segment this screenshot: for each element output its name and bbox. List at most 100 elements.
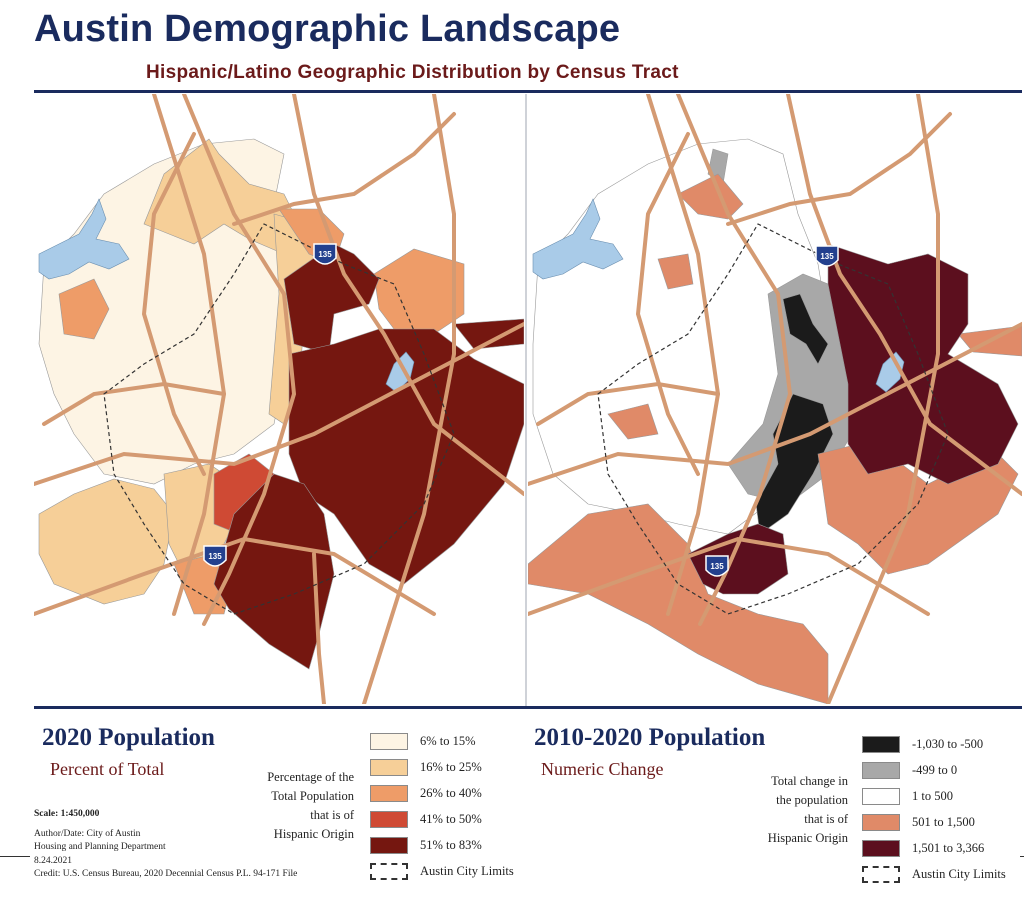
- page-subtitle: Hispanic/Latino Geographic Distribution …: [146, 62, 679, 83]
- shield-number: 135: [820, 252, 834, 261]
- road-us290: [528, 322, 1022, 486]
- road-loop360: [635, 132, 700, 476]
- road-sh71: [528, 536, 930, 616]
- legend-swatch: [862, 839, 900, 857]
- tract-region-26-40-west: [58, 278, 110, 340]
- road-parmer: [726, 112, 952, 226]
- legend-item: 41% to 50%: [370, 806, 514, 832]
- date-text: 8.24.2021: [34, 855, 72, 866]
- tract-layer: [38, 138, 524, 670]
- legend-item: -499 to 0: [862, 757, 1006, 783]
- legend-swatch: [370, 758, 408, 776]
- shield-number: 135: [208, 552, 222, 561]
- highway-shield: 135: [203, 545, 227, 567]
- tract-region-51-83-east-arm: [453, 318, 524, 350]
- map-divider: [525, 94, 527, 706]
- map-numeric-change: 135 135: [528, 94, 1022, 704]
- legend-label: 1 to 500: [912, 788, 953, 803]
- lake-travis: [38, 198, 130, 280]
- road-us183: [786, 94, 1022, 496]
- road-sh71: [34, 536, 436, 616]
- footer-rule: [34, 706, 1022, 709]
- footer-tick: [0, 856, 30, 857]
- author-line: Housing and Planning Department: [34, 842, 166, 852]
- right-desc-line: the population: [776, 793, 848, 807]
- left-panel-subtitle: Percent of Total: [50, 759, 165, 779]
- road-network: [34, 94, 524, 704]
- left-desc-line: Total Population: [271, 789, 354, 803]
- legend-item: Austin City Limits: [862, 861, 1006, 887]
- city-limits-outline: [103, 223, 455, 615]
- road-us183: [292, 94, 524, 496]
- left-desc-line: Percentage of the: [267, 770, 354, 784]
- highway-shield: 135: [815, 245, 839, 267]
- legend-item: 51% to 83%: [370, 832, 514, 858]
- tract-region-501-1500-west: [607, 403, 659, 440]
- lake-travis: [532, 198, 624, 280]
- legend-swatch: [370, 732, 408, 750]
- legend-item: Austin City Limits: [370, 858, 514, 884]
- legend-label: 1,501 to 3,366: [912, 840, 985, 855]
- right-legend-description: Total change in the population that is o…: [730, 772, 848, 848]
- legend-label: -1,030 to -500: [912, 736, 984, 751]
- legend-swatch: [862, 787, 900, 805]
- road-sh130: [826, 94, 940, 704]
- legend-label: 501 to 1,500: [912, 814, 975, 829]
- shield-number: 135: [710, 562, 724, 571]
- tract-region-1501-3366-east: [827, 243, 1019, 485]
- shield-icon: [203, 545, 227, 567]
- legend-item: 1,501 to 3,366: [862, 835, 1006, 861]
- right-desc-line: that is of: [804, 812, 848, 826]
- left-legend: 6% to 15% 16% to 25% 26% to 40% 41% to 5…: [370, 728, 514, 884]
- legend-label: -499 to 0: [912, 762, 958, 777]
- right-legend: -1,030 to -500 -499 to 0 1 to 500 501 to…: [862, 731, 1006, 887]
- road-sh130: [362, 94, 456, 704]
- road-loop360: [141, 132, 206, 476]
- legend-item: 26% to 40%: [370, 780, 514, 806]
- legend-label: Austin City Limits: [912, 866, 1006, 881]
- legend-label: 6% to 15%: [420, 733, 476, 748]
- legend-swatch: [862, 761, 900, 779]
- left-desc-line: Hispanic Origin: [273, 827, 354, 841]
- left-legend-description: Percentage of the Total Population that …: [234, 768, 354, 844]
- shield-icon: [815, 245, 839, 267]
- legend-swatch: [862, 813, 900, 831]
- left-panel-title: 2020 Population: [42, 724, 215, 751]
- legend-label: 16% to 25%: [420, 759, 482, 774]
- left-desc-line: that is of: [310, 808, 354, 822]
- legend-swatch: [370, 836, 408, 854]
- legend-swatch: [862, 735, 900, 753]
- right-desc-line: Hispanic Origin: [767, 831, 848, 845]
- source-text: Credit: U.S. Census Bureau, 2020 Decenni…: [34, 869, 298, 879]
- tract-layer: [528, 138, 1022, 704]
- highway-shield: 135: [313, 243, 337, 265]
- legend-label: 41% to 50%: [420, 811, 482, 826]
- road-us290: [34, 322, 524, 486]
- road-us183-south: [312, 552, 326, 704]
- highway-shield: 135: [705, 555, 729, 577]
- legend-item: -1,030 to -500: [862, 731, 1006, 757]
- tract-region-501-1500-northwest: [657, 253, 694, 290]
- header-rule: [34, 90, 1022, 93]
- road-network: [528, 94, 1022, 704]
- tract-region-51-83-northeast: [283, 243, 380, 355]
- legend-item: 501 to 1,500: [862, 809, 1006, 835]
- road-southwest: [42, 381, 226, 426]
- page-title: Austin Demographic Landscape: [34, 8, 621, 50]
- legend-label: 51% to 83%: [420, 837, 482, 852]
- road-parmer: [232, 112, 456, 226]
- legend-label: Austin City Limits: [420, 863, 514, 878]
- right-desc-line: Total change in: [771, 774, 848, 788]
- city-limits: [597, 223, 949, 615]
- right-panel-subtitle: Numeric Change: [541, 759, 664, 779]
- city-limits-swatch: [370, 862, 408, 880]
- road-i35: [182, 94, 297, 626]
- road-southwest: [536, 381, 720, 426]
- map-percent-hispanic: 135 135: [34, 94, 524, 704]
- map-credits: Scale: 1:450,000 Author/Date: City of Au…: [34, 808, 297, 882]
- tract-region-26-40-northeast: [373, 248, 465, 335]
- legend-label: 26% to 40%: [420, 785, 482, 800]
- tract-region-501-1500-south: [528, 503, 829, 704]
- right-panel-title: 2010-2020 Population: [534, 724, 766, 751]
- city-limits-outline: [597, 223, 949, 615]
